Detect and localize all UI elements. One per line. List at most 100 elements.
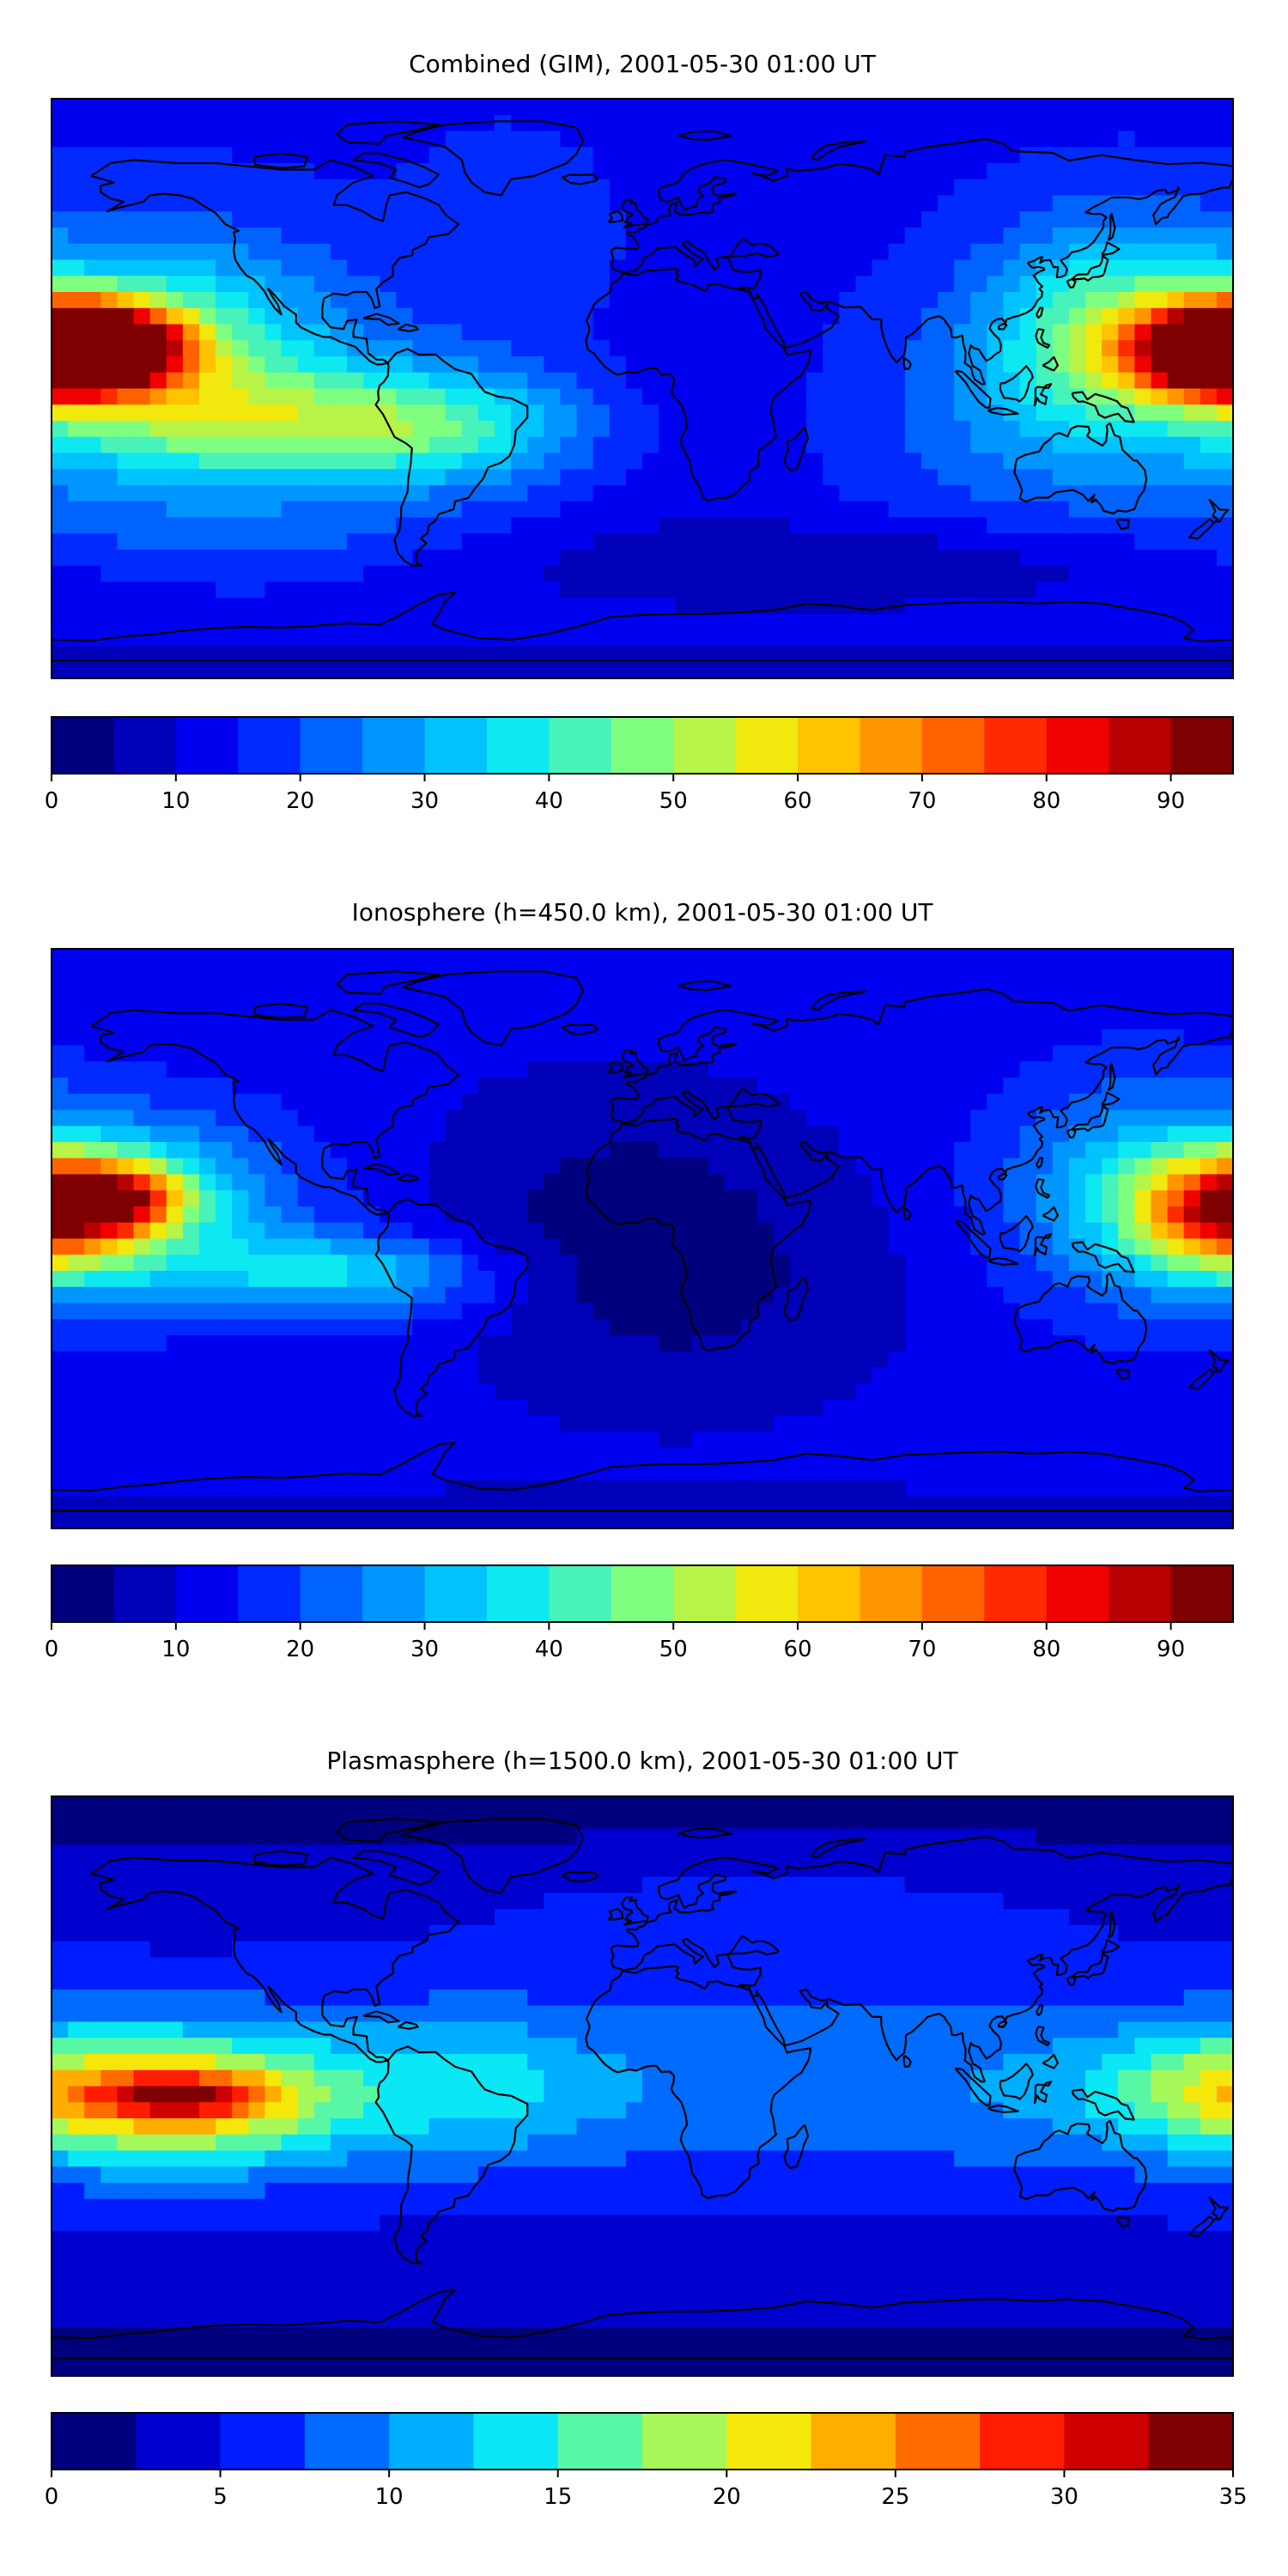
heatmap-cell: [313, 259, 331, 277]
heatmap-cell: [823, 581, 841, 599]
heatmap-cell: [823, 179, 841, 197]
heatmap-cell: [691, 324, 709, 342]
heatmap-cell: [806, 228, 824, 245]
heatmap-cell: [1019, 485, 1037, 502]
heatmap-cell: [1068, 1303, 1086, 1321]
heatmap-cell: [1068, 964, 1086, 982]
heatmap-cell: [855, 243, 873, 261]
heatmap-cell: [216, 404, 234, 422]
heatmap-cell: [938, 646, 955, 664]
heatmap-cell: [839, 356, 857, 374]
heatmap-cell: [297, 421, 315, 438]
heatmap-cell: [1134, 646, 1152, 664]
heatmap-cell: [740, 131, 758, 149]
heatmap-cell: [84, 949, 102, 966]
heatmap-cell: [888, 517, 906, 535]
heatmap-cell: [872, 1286, 890, 1304]
heatmap-cell: [642, 1029, 659, 1047]
heatmap-cell: [544, 1431, 562, 1449]
heatmap-cell: [675, 550, 693, 567]
heatmap-cell: [216, 997, 234, 1014]
heatmap-cell: [544, 307, 562, 325]
heatmap-cell: [396, 1174, 414, 1192]
heatmap-cell: [248, 1109, 266, 1127]
heatmap-cell: [1052, 1222, 1070, 1240]
heatmap-cell: [232, 292, 250, 309]
heatmap-cell: [823, 964, 841, 982]
heatmap-cell: [970, 629, 988, 647]
heatmap-cell: [412, 1431, 430, 1449]
heatmap-cell: [806, 501, 824, 519]
heatmap-cell: [1052, 1415, 1070, 1433]
heatmap-cell: [691, 276, 709, 293]
heatmap-cell: [149, 436, 167, 454]
heatmap-cell: [609, 550, 627, 567]
heatmap-cell: [117, 99, 135, 116]
heatmap-cell: [904, 1013, 922, 1030]
heatmap-cell: [330, 997, 348, 1014]
heatmap-cell: [52, 1174, 69, 1192]
heatmap-cell: [100, 372, 118, 390]
heatmap-cell: [954, 340, 972, 357]
heatmap-cell: [954, 1286, 972, 1304]
heatmap-cell: [461, 131, 479, 149]
heatmap-cell: [1216, 259, 1233, 277]
heatmap-cell: [888, 1109, 906, 1127]
heatmap-cell: [855, 131, 873, 149]
heatmap-cell: [1200, 228, 1218, 245]
heatmap-cell: [576, 1271, 594, 1288]
heatmap-cell: [888, 1222, 906, 1240]
heatmap-cell: [232, 340, 250, 357]
heatmap-cell: [1003, 581, 1021, 599]
heatmap-cell: [1200, 1013, 1218, 1030]
heatmap-cell: [1052, 1174, 1070, 1192]
heatmap-cell: [396, 1078, 414, 1095]
heatmap-cell: [477, 1448, 495, 1465]
heatmap-cell: [691, 1367, 709, 1385]
heatmap-cell: [855, 629, 873, 647]
heatmap-cell: [527, 259, 545, 277]
heatmap-cell: [511, 1093, 529, 1111]
heatmap-cell: [642, 453, 659, 471]
heatmap-cell: [1019, 1142, 1037, 1159]
heatmap-cell: [888, 629, 906, 647]
heatmap-cell: [625, 1271, 643, 1288]
heatmap-cell: [1183, 1206, 1201, 1224]
heatmap-cell: [52, 1061, 69, 1078]
heatmap-cell: [477, 259, 495, 277]
heatmap-cell: [659, 662, 677, 678]
heatmap-cell: [182, 211, 200, 228]
heatmap-cell: [675, 163, 693, 180]
heatmap-cell: [625, 1303, 643, 1321]
heatmap-cell: [855, 421, 873, 438]
heatmap-cell: [1019, 1335, 1037, 1352]
heatmap-cell: [511, 1431, 529, 1449]
heatmap-cell: [495, 1319, 512, 1336]
heatmap-cell: [313, 1415, 331, 1433]
heatmap-cell: [1167, 1367, 1185, 1385]
heatmap-cell: [117, 469, 135, 486]
heatmap-cell: [133, 307, 151, 325]
heatmap-cell: [199, 949, 216, 966]
heatmap-cell: [576, 1415, 594, 1433]
heatmap-cell: [806, 179, 824, 197]
heatmap-cell: [182, 981, 200, 999]
heatmap-cell: [773, 372, 791, 390]
heatmap-cell: [100, 131, 118, 149]
heatmap-cell: [68, 1174, 86, 1192]
heatmap-cell: [1003, 1174, 1021, 1192]
heatmap-cell: [1019, 469, 1037, 486]
heatmap-cell: [1118, 565, 1136, 583]
heatmap-cell: [708, 1271, 726, 1288]
heatmap-cell: [477, 550, 495, 567]
heatmap-cell: [68, 1303, 86, 1321]
heatmap-cell: [1068, 1142, 1086, 1159]
heatmap-cell: [461, 228, 479, 245]
heatmap-cell: [642, 1157, 659, 1176]
heatmap-cell: [888, 1415, 906, 1433]
heatmap-cell: [872, 1126, 890, 1143]
heatmap-cell: [659, 550, 677, 567]
heatmap-cell: [756, 1319, 775, 1336]
heatmap-cell: [52, 436, 69, 454]
heatmap-cell: [445, 195, 463, 213]
